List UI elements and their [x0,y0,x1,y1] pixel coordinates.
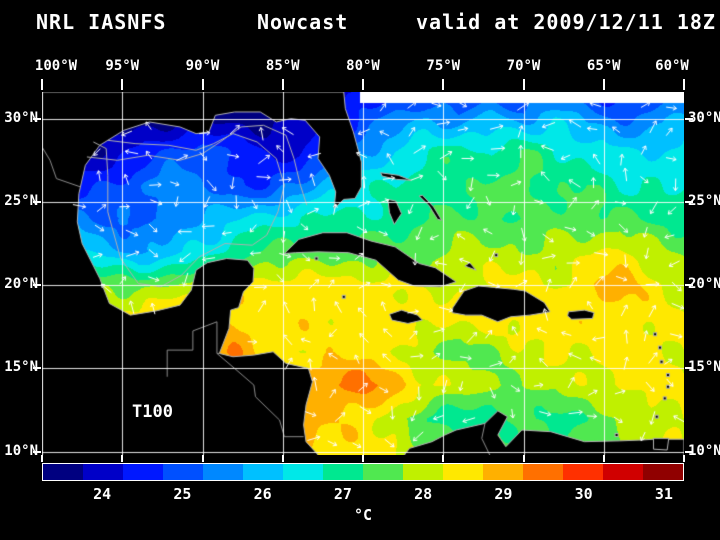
axis-tick [121,79,124,90]
colorbar-tick-label: 30 [574,485,593,503]
colorbar-segment [43,464,83,480]
colorbar-segment [123,464,163,480]
axis-tick [442,455,445,462]
colorbar-segment [163,464,203,480]
colorbar-tick-label: 26 [253,485,272,503]
lat-axis-label: 30°N [688,109,720,126]
lat-axis-label: 20°N [688,276,720,293]
axis-tick [522,79,525,90]
lat-axis-label: 25°N [688,192,720,209]
axis-tick [41,79,43,90]
axis-tick [602,455,605,462]
product-name: NRL IASNFS [36,10,167,34]
axis-tick [685,450,693,453]
axis-tick [685,117,693,120]
axis-tick [362,455,364,462]
axis-tick [522,455,525,462]
field-label-t100: T100 [132,402,173,422]
colorbar-segment [603,464,643,480]
run-mode: Nowcast [257,10,349,34]
axis-tick [201,79,204,90]
lon-axis-label: 75°W [426,58,461,74]
axis-tick [685,284,693,287]
lon-axis-label: 100°W [34,58,78,74]
lon-axis-label: 85°W [265,58,300,74]
axis-tick [33,450,41,453]
colorbar-tick-label: 29 [494,485,513,503]
lon-axis-label: 70°W [506,58,541,74]
lon-axis-label: 60°W [655,58,689,74]
axis-tick [41,455,43,462]
lon-axis-label: 95°W [105,58,140,74]
colorbar-segment [243,464,283,480]
axis-tick [281,79,284,90]
colorbar-segment [523,464,563,480]
lat-axis-label: 25°N [4,192,38,209]
colorbar-tick-label: 28 [414,485,433,503]
colorbar-segment [323,464,363,480]
axis-tick [33,367,41,370]
axis-tick [281,455,284,462]
colorbar-unit: °C [353,506,373,524]
lat-axis-label: 15°N [4,359,38,376]
colorbar-segment [203,464,243,480]
axis-tick [442,79,445,90]
axis-tick [683,79,685,90]
colorbar-segment [403,464,443,480]
axis-tick [33,117,41,120]
axis-tick [201,455,204,462]
axis-tick [685,367,693,370]
lon-axis-label: 80°W [346,58,380,74]
lat-axis-label: 30°N [4,109,38,126]
colorbar-segment [283,464,323,480]
valid-time: valid at 2009/12/11 18Z [416,10,716,34]
axis-tick [685,200,693,203]
lon-axis-label: 90°W [185,58,220,74]
colorbar-tick-label: 24 [93,485,112,503]
axis-tick [33,284,41,287]
axis-tick [121,455,124,462]
colorbar-labels: 24 25 26 27 28 29 30 31 [42,485,684,503]
colorbar-tick-label: 31 [654,485,673,503]
axis-tick [33,200,41,203]
axis-tick [362,79,364,90]
colorbar-segment [363,464,403,480]
lat-axis-label: 15°N [688,359,720,376]
colorbar-tick-label: 25 [173,485,192,503]
axis-tick [683,455,685,462]
lat-axis-label: 10°N [688,442,720,459]
colorbar-segment [483,464,523,480]
lat-axis-label: 10°N [4,442,38,459]
colorbar-segment [83,464,123,480]
colorbar [42,463,684,481]
temperature-map-canvas [42,92,684,455]
colorbar-segment [643,464,683,480]
lon-axis-label: 65°W [586,58,621,74]
lat-axis-label: 20°N [4,276,38,293]
colorbar-segment [443,464,483,480]
axis-tick [602,79,605,90]
colorbar-tick-label: 27 [333,485,352,503]
colorbar-segment [563,464,603,480]
